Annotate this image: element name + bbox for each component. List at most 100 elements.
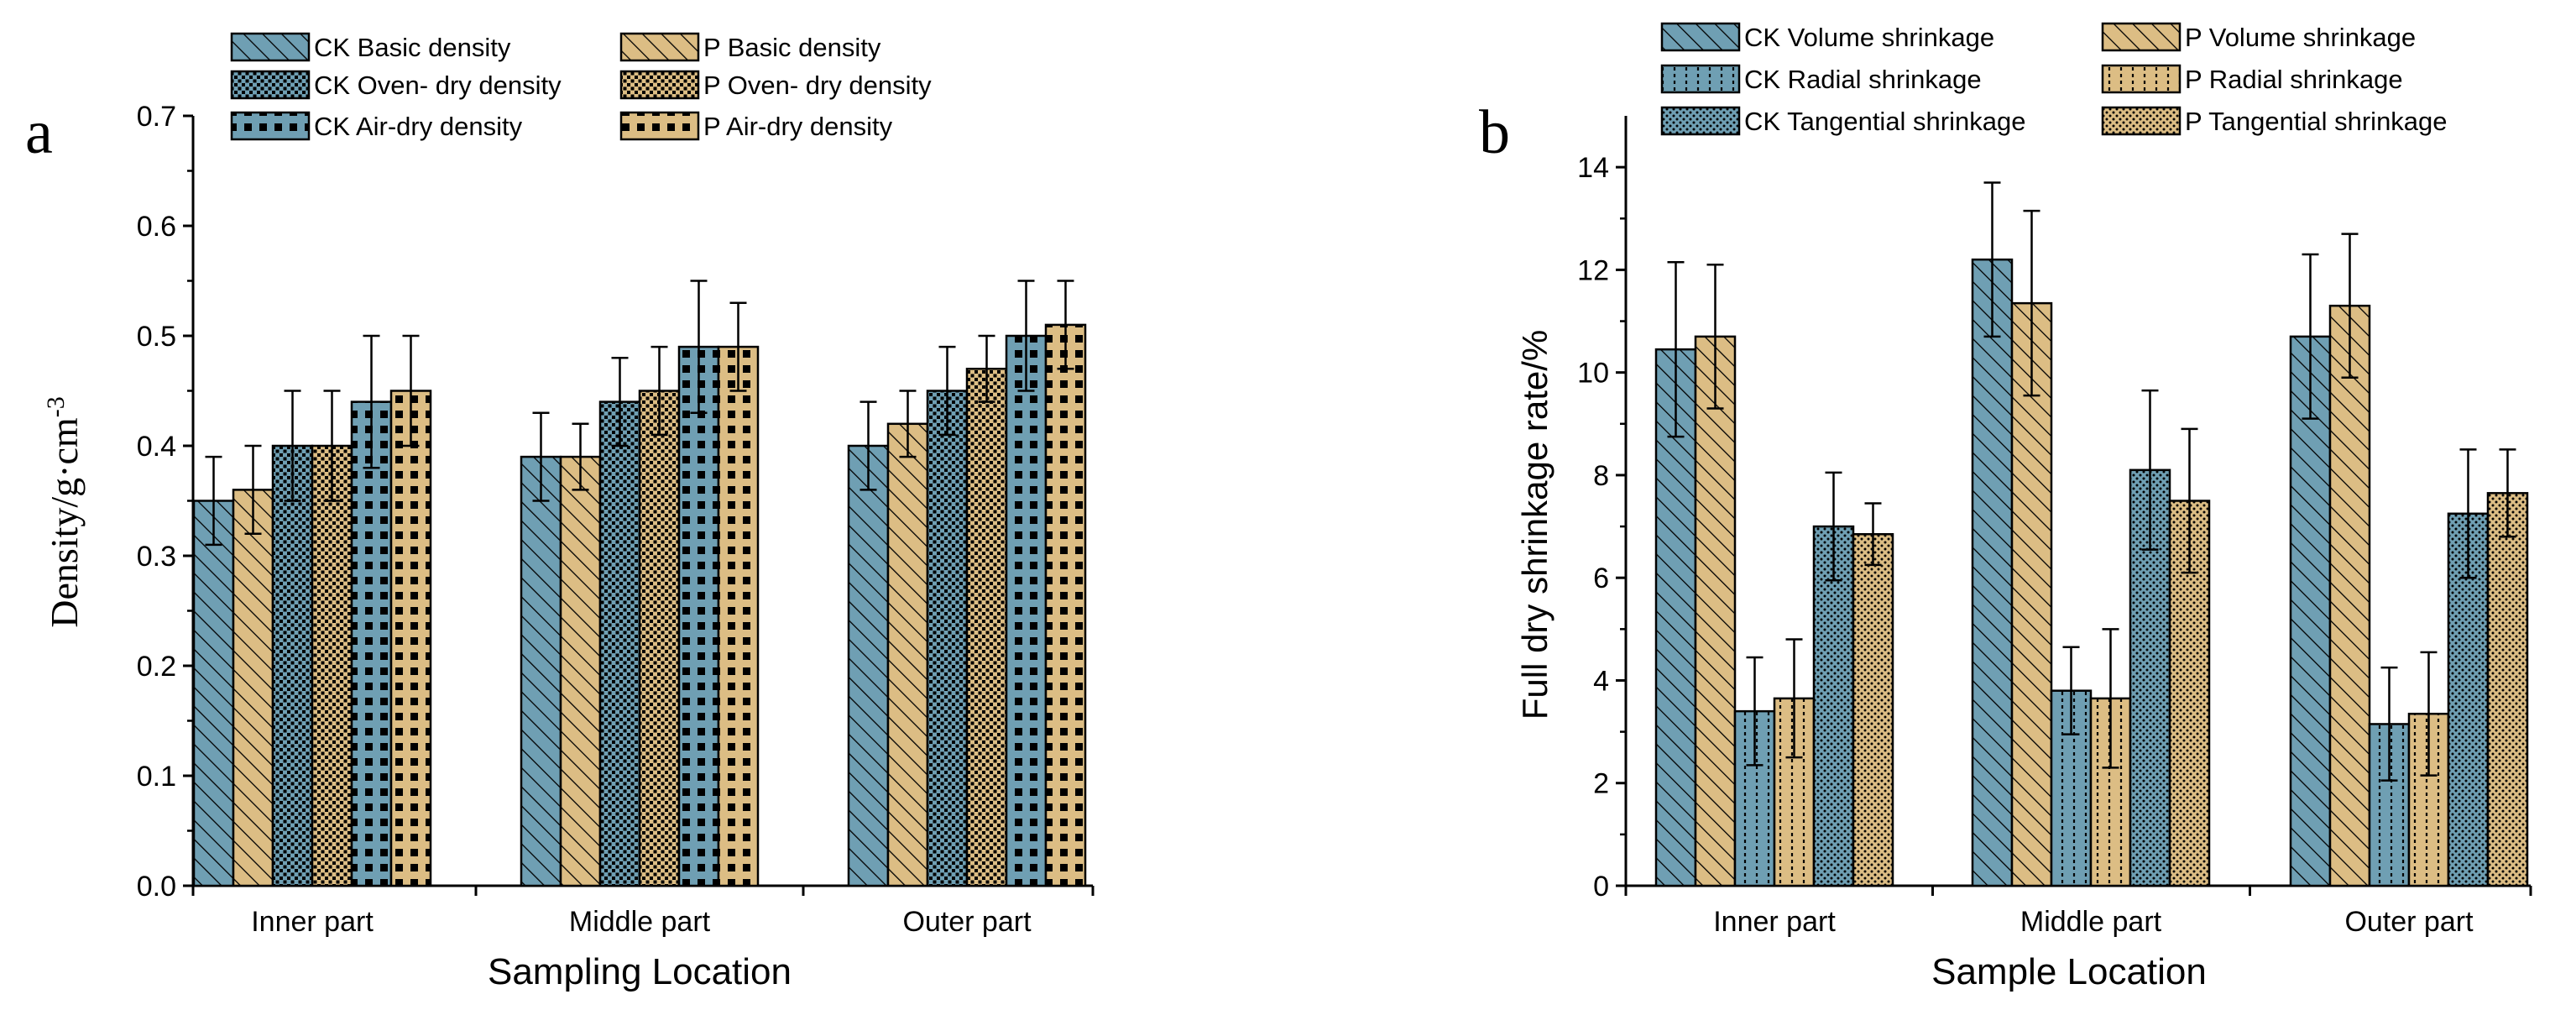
legend-label: CK Air-dry density — [314, 112, 523, 141]
legend-item: CK Oven- dry density — [230, 70, 562, 100]
panel-b: b CK Volume shrinkage CK Radial shrinkage… — [1479, 22, 2532, 992]
error-bar — [2181, 427, 2198, 574]
error-bar — [2459, 448, 2477, 579]
bar — [926, 390, 969, 887]
legend-item: CK Tangential shrinkage — [1660, 106, 2025, 136]
bar — [847, 444, 890, 887]
bar — [389, 390, 432, 887]
bar — [2486, 492, 2529, 887]
y-tick-label: 0.7 — [137, 101, 176, 133]
bar — [2328, 304, 2371, 887]
error-bar — [729, 301, 747, 392]
error-bar — [1746, 656, 1763, 767]
legend-a: CK Basic density CK Oven- dry density CK A… — [230, 32, 932, 141]
error-bar — [1057, 280, 1074, 370]
y-tick-label: 2 — [1593, 768, 1609, 800]
legend-swatch — [619, 32, 700, 62]
error-bar — [1825, 471, 1842, 582]
bar — [2168, 500, 2211, 887]
y-tick-label: 0.6 — [137, 211, 176, 243]
legend-swatch — [230, 32, 311, 62]
legend-swatch — [1660, 22, 1741, 52]
legend-swatch — [1660, 64, 1741, 94]
legend-swatch — [230, 111, 311, 141]
error-bar — [938, 345, 956, 437]
legend-swatch — [2101, 106, 2182, 136]
y-tick-label: 0.0 — [137, 871, 176, 903]
error-bar — [651, 345, 668, 437]
legend-label: CK Basic density — [314, 33, 511, 62]
error-bar — [532, 411, 550, 502]
bar — [1971, 258, 2014, 887]
error-bar — [2380, 666, 2398, 782]
error-bar — [1706, 264, 1724, 410]
bar — [886, 422, 929, 887]
legend-item: P Oven- dry density — [619, 70, 932, 100]
y-tick-label: 4 — [1593, 665, 1609, 697]
error-bar — [363, 334, 380, 469]
legend-label: P Basic density — [703, 33, 881, 62]
error-bar — [1864, 502, 1882, 567]
y-tick-label: 0 — [1593, 871, 1609, 903]
bar — [2289, 335, 2332, 887]
legend-swatch — [2101, 64, 2182, 94]
legend-item: P Volume shrinkage — [2101, 22, 2416, 52]
error-bar — [2499, 448, 2516, 538]
error-bar — [860, 400, 877, 491]
bars-b — [1654, 181, 2529, 887]
error-bar — [978, 334, 995, 403]
legend-label: P Air-dry density — [703, 112, 893, 141]
error-bar — [611, 356, 629, 447]
error-bar — [2341, 233, 2359, 379]
bar — [1733, 709, 1776, 887]
y-tick-label: 0.4 — [137, 431, 176, 463]
legend-label: CK Tangential shrinkage — [1744, 107, 2025, 136]
x-tick-label: Middle part — [2020, 906, 2162, 938]
error-bar — [2023, 209, 2040, 397]
legend-swatch — [619, 111, 700, 141]
bar — [2089, 697, 2132, 887]
bar — [232, 489, 274, 887]
legend-label: CK Oven- dry density — [314, 71, 562, 100]
bar — [192, 500, 235, 887]
legend-label: P Radial shrinkage — [2185, 65, 2403, 94]
y-tick-label: 0.1 — [137, 761, 176, 793]
bar — [965, 368, 1008, 887]
legend-swatch — [619, 70, 700, 100]
y-tick-label: 10 — [1577, 358, 1609, 390]
error-bar — [1983, 181, 2001, 338]
error-bar — [1785, 638, 1803, 759]
panel-label-b: b — [1479, 98, 1510, 167]
y-tick-label: 0.3 — [137, 541, 176, 573]
legend-label: P Oven- dry density — [703, 71, 932, 100]
y-tick-label: 0.2 — [137, 651, 176, 683]
legend-item: CK Radial shrinkage — [1660, 64, 1982, 94]
error-bar — [2420, 651, 2438, 777]
bar — [2010, 301, 2053, 887]
legend-b: CK Volume shrinkage CK Radial shrinkage CK… — [1660, 22, 2448, 136]
x-tick-label: Outer part — [902, 906, 1032, 938]
bar — [1852, 532, 1894, 887]
y-axis-label-b: Full dry shrinkage rate/% — [1515, 330, 1554, 720]
error-bar — [2141, 389, 2159, 551]
y-axis-label-a-base: Density/g·cm — [43, 417, 86, 628]
y-tick-label: 8 — [1593, 460, 1609, 492]
x-tick-label: Middle part — [569, 906, 711, 938]
y-tick-label: 0.5 — [137, 321, 176, 353]
bar — [559, 455, 602, 887]
error-bar — [1017, 280, 1035, 392]
x-tick-label: Outer part — [2344, 906, 2474, 938]
x-axis-label-a: Sampling Location — [488, 951, 792, 992]
bar — [638, 390, 681, 887]
error-bar — [323, 390, 341, 502]
bar — [1044, 323, 1087, 887]
legend-swatch — [230, 70, 311, 100]
x-tick-label: Inner part — [251, 906, 374, 938]
legend-item: CK Volume shrinkage — [1660, 22, 1994, 52]
bar — [717, 345, 760, 887]
error-bar — [1667, 260, 1685, 438]
legend-item: CK Air-dry density — [230, 111, 523, 141]
legend-item: P Basic density — [619, 32, 881, 62]
bars-a — [192, 280, 1087, 887]
